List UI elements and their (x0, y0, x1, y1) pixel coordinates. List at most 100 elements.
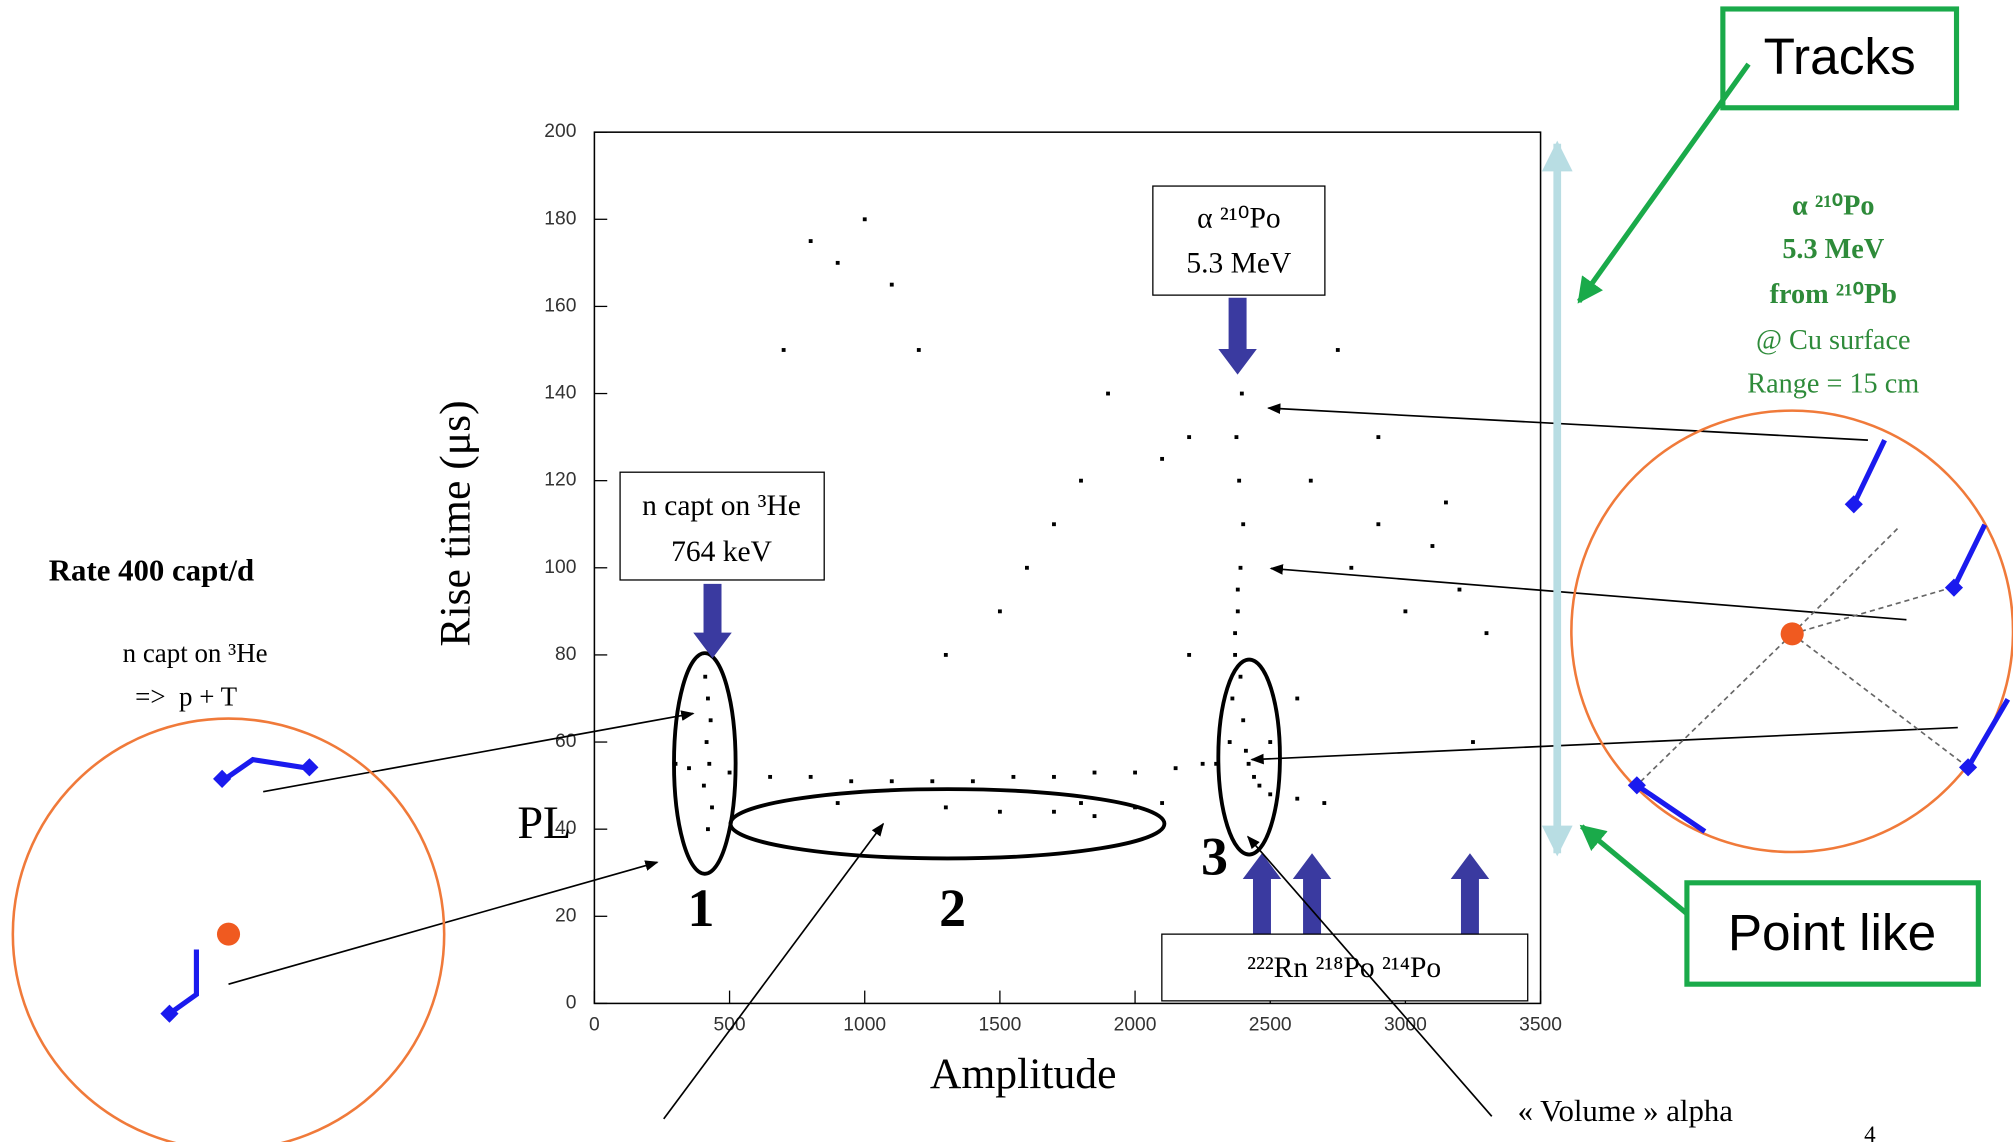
annotation-box (1161, 933, 1529, 1002)
scatter-point (1092, 770, 1097, 775)
region-label: 3 (1201, 827, 1228, 887)
plot: 0 500 1000 1500 2000 2500 3000 3500020406080100… (544, 121, 1562, 1035)
region-ellipse (672, 651, 738, 876)
source-detail: Range = 15 cm (1747, 369, 1919, 400)
scatter-point (704, 740, 709, 744)
pointer (263, 710, 695, 793)
y-tick-label: 20 (555, 905, 576, 926)
source-label: from ²¹⁰Pb (1770, 279, 1897, 310)
scatter-point (1230, 696, 1235, 701)
scatter-point (916, 348, 921, 352)
tracks (1635, 439, 2011, 834)
scatter-point (1227, 740, 1232, 744)
region-label: 2 (939, 878, 966, 938)
y-tick-label: 60 (555, 731, 576, 752)
x-tick-label: 1000 (843, 1014, 886, 1035)
scatter-point (1295, 796, 1300, 801)
y-tick-label: 140 (544, 383, 576, 404)
scatter-point (1233, 631, 1238, 636)
scatter-point (781, 348, 786, 352)
scatter-point (1235, 587, 1240, 592)
arrow (1242, 853, 1282, 937)
y-tick-label: 120 (544, 470, 576, 491)
y-tick-label: 80 (555, 644, 576, 665)
x-tick-label: 3500 (1519, 1014, 1562, 1035)
y-axis-label: Rise time (μs) (432, 400, 480, 646)
scatter-point (703, 674, 708, 679)
label-box (1720, 6, 1960, 111)
track (167, 949, 199, 1016)
source (216, 922, 241, 946)
y-tick-label: 100 (544, 557, 576, 578)
scatter-point (835, 260, 840, 265)
y-tick-label: 160 (544, 295, 576, 316)
arrow (1218, 297, 1257, 375)
right-text: α ²¹⁰Po 5.3 MeV from ²¹⁰Pb @ Cu surface … (1747, 190, 1919, 399)
scatter-point (706, 827, 710, 832)
scatter-point (1214, 761, 1219, 766)
scatter-point (943, 805, 948, 810)
scatter-point (1349, 565, 1354, 570)
track-ends (1627, 495, 1978, 795)
rays (1636, 525, 1969, 786)
scatter-point (1011, 774, 1016, 779)
scatter-point (768, 774, 773, 779)
region-label: 1 (687, 878, 714, 938)
reaction: => p + T (135, 682, 237, 712)
ray (1791, 633, 1969, 768)
page-number: 4 (1864, 1121, 1876, 1142)
scatter-point (1173, 766, 1178, 771)
scatter-point (1239, 391, 1244, 396)
track (1635, 783, 1707, 834)
scatter-point (727, 770, 732, 775)
scatter-point (997, 809, 1002, 814)
source-detail: @ Cu surface (1756, 325, 1911, 356)
scatter-point (1295, 696, 1300, 701)
x-axis-label: Amplitude (930, 1050, 1117, 1098)
y-tick-label: 0 (566, 993, 577, 1014)
track-end (1627, 776, 1646, 795)
scatter-point (1268, 792, 1273, 797)
source (1780, 622, 1804, 646)
scatter-point (701, 783, 706, 788)
scatter-point (835, 801, 840, 805)
scatter-point (808, 774, 813, 779)
scatter-point (1234, 435, 1239, 440)
arrow (693, 583, 732, 659)
scatter-point (970, 779, 975, 784)
scatter-point (1246, 761, 1251, 766)
scatter-point (889, 282, 894, 287)
scatter-point (943, 652, 948, 657)
scatter-point (1052, 809, 1056, 814)
scatter-point (1471, 740, 1475, 744)
source-label: α ²¹⁰Po (1792, 190, 1874, 221)
track (1851, 439, 1887, 506)
scatter-point (1052, 774, 1056, 779)
track-end (160, 1004, 179, 1023)
scatter-point (1243, 748, 1248, 753)
y-tick-label: 200 (544, 121, 576, 142)
scatter-point (889, 779, 894, 784)
scatter-point (1376, 435, 1381, 440)
annotation: « Volume » alpha (1518, 1094, 1734, 1128)
scatter-point (997, 609, 1002, 614)
source-label: 5.3 MeV (1782, 234, 1885, 265)
ray (1791, 586, 1952, 635)
scatter-point (1025, 565, 1029, 570)
scatter-point (1257, 783, 1262, 788)
tracks-label: Tracks (1764, 28, 1916, 85)
rate-label: Rate 400 capt/d (49, 554, 254, 588)
regions (672, 651, 1282, 876)
scatter-point (1079, 478, 1083, 483)
pointer (1246, 835, 1493, 1117)
scatter-point (1376, 522, 1381, 527)
scatter-point (1187, 652, 1192, 657)
track-end (213, 769, 232, 788)
x-tick-label: 1500 (978, 1014, 1021, 1035)
scatter-point (1200, 761, 1205, 766)
scatter-point (706, 696, 710, 701)
scatter-point (1238, 565, 1243, 570)
annotation: 764 keV (671, 536, 772, 568)
scatter-point (1052, 522, 1056, 527)
